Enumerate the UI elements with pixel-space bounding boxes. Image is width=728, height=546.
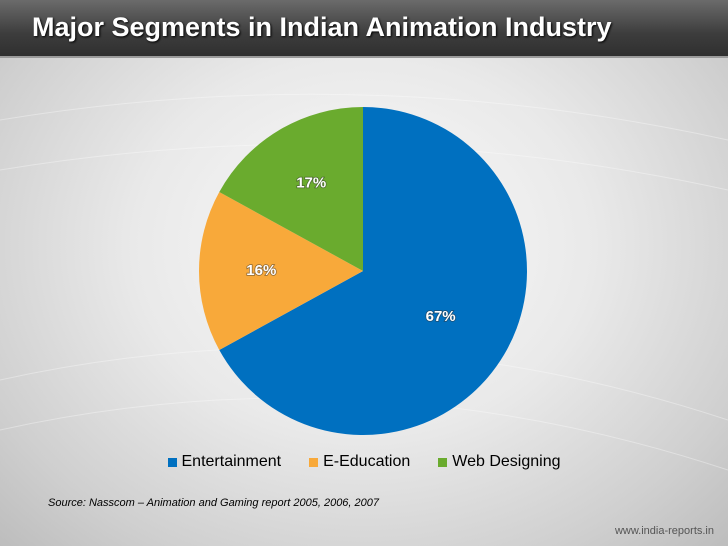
title-bar: Major Segments in Indian Animation Indus… (0, 0, 728, 58)
pie-slice-web-designing (219, 106, 363, 271)
data-label-e-education: 16% (246, 262, 276, 279)
legend-item-e-education: E-Education (309, 453, 410, 471)
legend-label: E-Education (323, 453, 411, 470)
source-note: Source: Nasscom – Animation and Gaming r… (48, 497, 380, 509)
data-label-web-designing: 17% (296, 174, 326, 191)
data-label-entertainment: 67% (426, 308, 456, 325)
legend-swatch (167, 457, 177, 467)
pie-slice-entertainment (219, 107, 527, 435)
legend-label: Entertainment (181, 453, 282, 470)
legend-item-web-designing: Web Designing (438, 453, 561, 471)
legend-label: Web Designing (452, 453, 561, 470)
legend-item-entertainment: Entertainment (167, 453, 282, 471)
legend-swatch (438, 457, 448, 467)
chart-legend: Entertainment E-Education Web Designing (0, 453, 728, 471)
footer-url: www.india-reports.in (614, 525, 714, 537)
legend-swatch (309, 457, 319, 467)
pie-slice-e-education (199, 191, 363, 351)
page-title: Major Segments in Indian Animation Indus… (32, 12, 612, 42)
